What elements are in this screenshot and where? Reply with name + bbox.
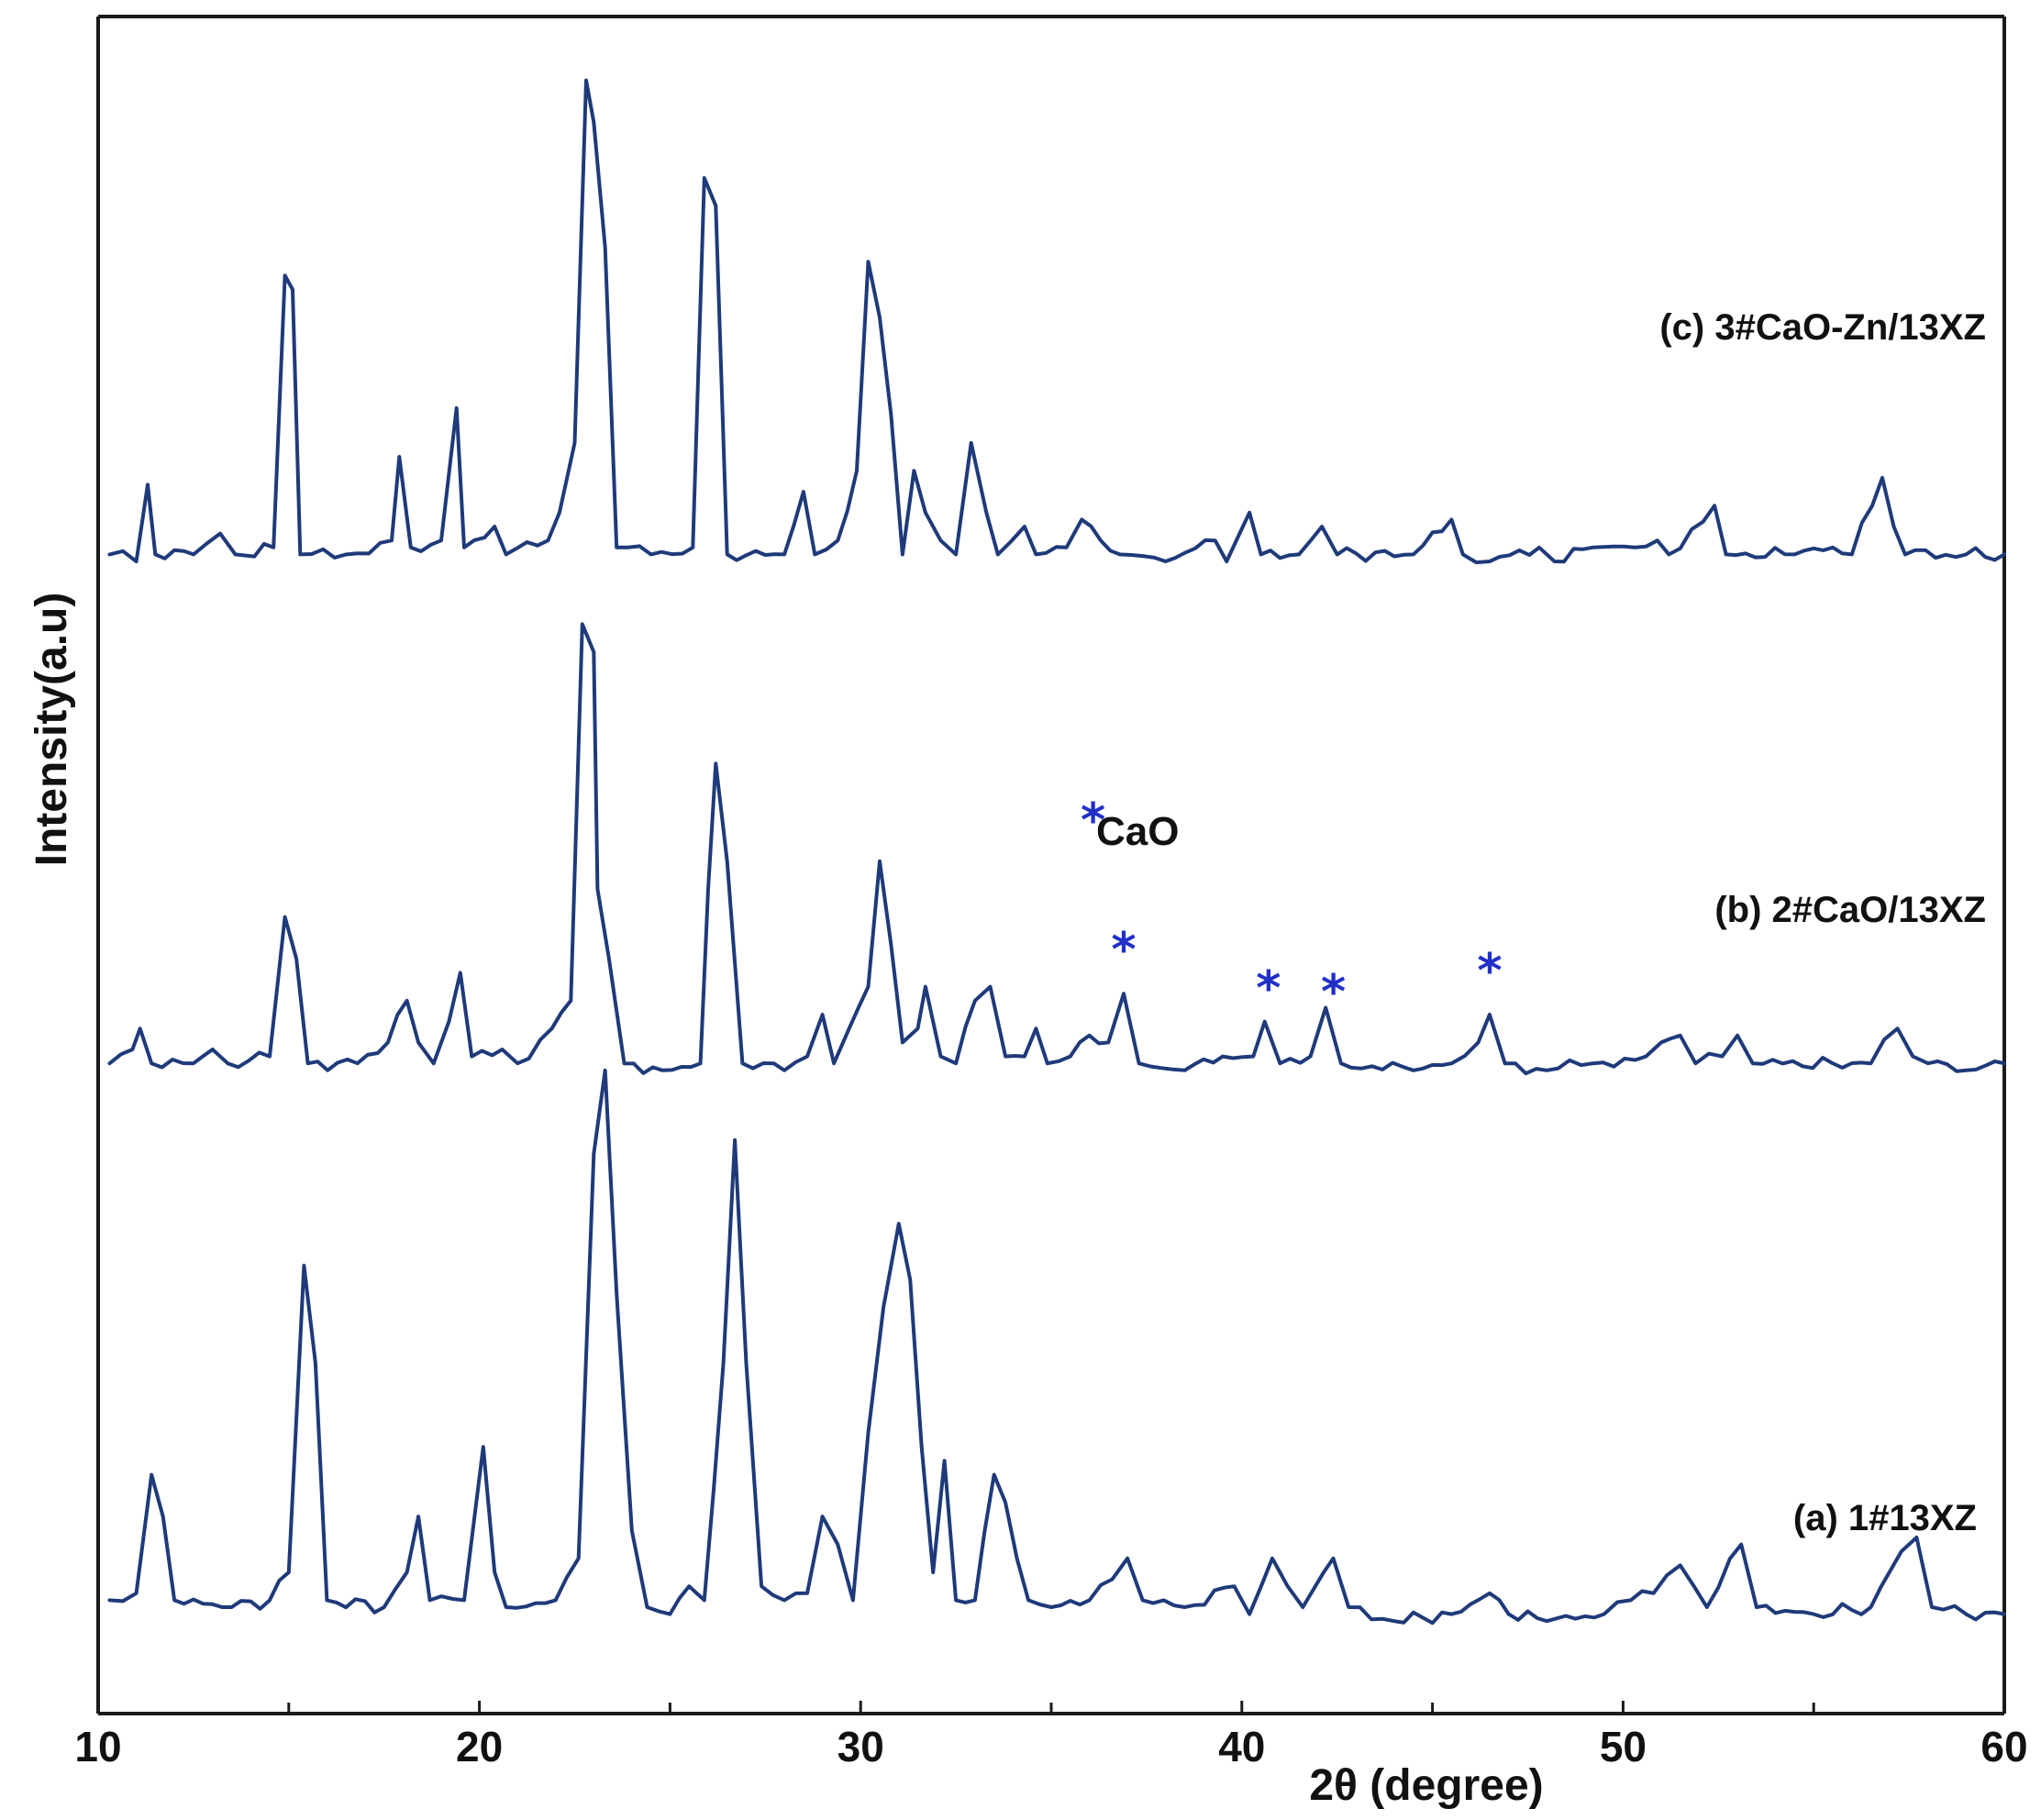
series-c-trace [107, 78, 2006, 565]
x-tick-label-30: 30 [837, 1723, 884, 1770]
x-tick-label-50: 50 [1600, 1723, 1647, 1770]
plot-frame [96, 15, 2006, 1715]
y-axis-title: Intensity(a.u) [28, 593, 76, 867]
x-axis-title: 2θ (degree) [1309, 1761, 1543, 1810]
x-tick-label-20: 20 [456, 1723, 503, 1770]
series-a-trace [107, 1068, 2006, 1626]
series-traces [107, 78, 2006, 1626]
x-tick-label-10: 10 [74, 1723, 121, 1770]
x-axis-ticks: 10 20 30 40 50 60 [74, 1701, 2028, 1770]
x-tick-label-60: 60 [1980, 1723, 2027, 1770]
cao-legend: * CaO [1081, 793, 1179, 854]
cao-legend-star: * [1081, 793, 1105, 849]
series-labels: (c) 3#CaO-Zn/13XZ (b) 2#CaO/13XZ (a) 1#13X… [1659, 307, 1986, 1538]
cao-peak-markers: * * * * [1111, 923, 1502, 1020]
x-tick-label-40: 40 [1218, 1723, 1265, 1770]
series-b-trace [107, 622, 2006, 1076]
cao-peak-marker-1: * [1111, 923, 1136, 978]
series-a-label: (a) 1#13XZ [1793, 1498, 1977, 1538]
series-b-label: (b) 2#CaO/13XZ [1714, 890, 1986, 930]
cao-peak-marker-2: * [1256, 961, 1281, 1016]
cao-peak-marker-4: * [1477, 944, 1502, 999]
series-c-label: (c) 3#CaO-Zn/13XZ [1659, 307, 1986, 348]
cao-legend-label: CaO [1096, 809, 1179, 854]
cao-peak-marker-3: * [1321, 965, 1346, 1020]
